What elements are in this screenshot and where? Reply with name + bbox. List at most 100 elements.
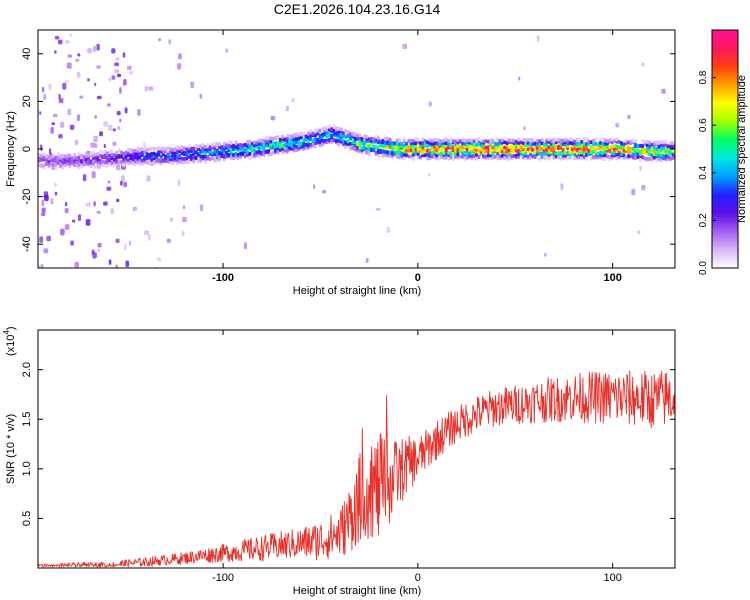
spectrogram-cell — [143, 142, 146, 147]
spectrogram-cell — [545, 143, 549, 148]
spectrogram-cell — [395, 150, 399, 155]
spectrogram-cell — [566, 156, 570, 161]
spectrogram-cell — [157, 158, 161, 163]
spectrogram-cell — [227, 140, 231, 145]
spectrogram-cell — [94, 143, 98, 149]
spectrogram-cell — [85, 219, 91, 226]
spectrogram-cell — [285, 148, 289, 153]
spectrogram-cell — [587, 139, 591, 144]
spectrogram-cell — [456, 140, 460, 145]
spectrogram-cell — [115, 238, 120, 243]
spectrogram-cell — [107, 103, 111, 107]
spectrogram-cell — [456, 143, 460, 148]
spectrogram-cell — [106, 186, 112, 191]
spectrogram-cell — [225, 48, 229, 53]
spectrogram-cell — [671, 152, 675, 157]
spectrogram-cell — [391, 147, 394, 152]
spectrogram-cell — [526, 140, 530, 145]
spectrogram-cell — [388, 153, 392, 158]
spectrogram-cell — [274, 148, 278, 153]
spectrogram-cell — [63, 154, 67, 159]
spectrogram-cell — [114, 69, 120, 73]
spectrogram-cell — [271, 141, 275, 146]
spectrogram-cell — [94, 82, 97, 87]
spectrogram-cell — [561, 148, 565, 152]
spectrogram-cell — [87, 153, 91, 158]
spectrogram-cell — [402, 152, 406, 157]
spectrogram-cell — [334, 126, 338, 131]
spectrogram-cell — [638, 143, 642, 148]
spectrogram-cell — [40, 145, 43, 151]
spectrogram-cell — [589, 140, 593, 145]
spectrogram-cell — [255, 150, 259, 155]
spectrogram-cell — [267, 148, 271, 153]
spectrogram-cell — [201, 149, 205, 154]
spectrogram-cell — [144, 85, 148, 92]
spectrogram-cell — [358, 133, 362, 138]
spectrogram-cell — [578, 155, 581, 160]
spectrogram-cell — [110, 149, 114, 154]
spectrogram-cell — [544, 252, 547, 257]
spectrogram-cell — [119, 159, 123, 164]
spectrogram-cell — [97, 248, 101, 252]
spectrogram-cell — [248, 144, 252, 149]
spectrogram-cell — [103, 149, 107, 154]
spectrogram-cell — [327, 138, 331, 142]
spectrogram-cell — [402, 137, 406, 142]
spectrogram-cell — [393, 151, 397, 155]
spectrogram-cell — [103, 121, 108, 127]
spectrogram-cell — [39, 111, 42, 115]
spectrogram-cell — [458, 144, 462, 149]
spectrogram-cell — [236, 143, 240, 148]
spectrogram-cell — [239, 143, 242, 147]
spectrogram-cell — [552, 137, 556, 142]
spectrogram-cell — [573, 139, 577, 144]
spectrogram-cell — [374, 134, 378, 139]
spectrogram-cell — [110, 160, 114, 165]
spectrogram-cell — [549, 147, 553, 152]
spectrogram-cell — [582, 145, 586, 149]
spectrogram-cell — [79, 95, 84, 99]
spectrogram-cell — [54, 35, 60, 40]
spectrogram-cell — [641, 144, 645, 148]
spectrogram-cell — [147, 147, 151, 152]
spectrogram-cell — [260, 142, 264, 147]
spectrogram-cell — [126, 158, 130, 163]
spectrogram-cell — [503, 156, 507, 161]
spectrogram-cell — [594, 141, 598, 146]
spectrogram-cell — [414, 141, 418, 146]
spectrogram-cell — [161, 149, 165, 154]
spectrogram-cell — [204, 151, 207, 156]
spectrogram-cell — [182, 159, 186, 164]
spectrogram-cell — [157, 150, 161, 155]
spectrogram-cell — [246, 144, 249, 149]
spectrogram-cell — [220, 145, 224, 150]
spectrogram-cell — [517, 141, 521, 145]
spectrogram-cell — [309, 142, 313, 147]
spectrogram-cell — [248, 139, 252, 144]
spectrogram-cell — [599, 140, 602, 145]
spectrogram-cell — [129, 160, 133, 165]
spectrogram-cell — [66, 153, 70, 158]
spectrogram-cell — [59, 163, 62, 168]
spectrogram-cell — [386, 226, 391, 233]
spectrogram-cell — [47, 159, 51, 164]
spectrogram-cell — [181, 231, 185, 237]
spectrogram-cell — [395, 142, 399, 147]
spectrogram-cell — [82, 154, 86, 159]
spectrogram-cell — [243, 142, 247, 147]
spectrogram-cell — [246, 150, 249, 155]
spectrogram-cell — [491, 151, 495, 155]
spectrogram-cell — [215, 152, 219, 156]
spectrogram-cell — [68, 160, 72, 165]
spectrogram-cell — [159, 159, 163, 163]
spectrogram-cell — [61, 165, 65, 170]
spectrogram-cell — [330, 133, 334, 138]
spectrogram-cell — [484, 139, 488, 144]
spectrogram-cell — [580, 147, 584, 152]
spectrogram-cell — [666, 150, 670, 155]
spectrogram-cell — [311, 143, 315, 148]
spectrogram-cell — [192, 155, 196, 160]
spectrogram-cell — [580, 156, 584, 161]
